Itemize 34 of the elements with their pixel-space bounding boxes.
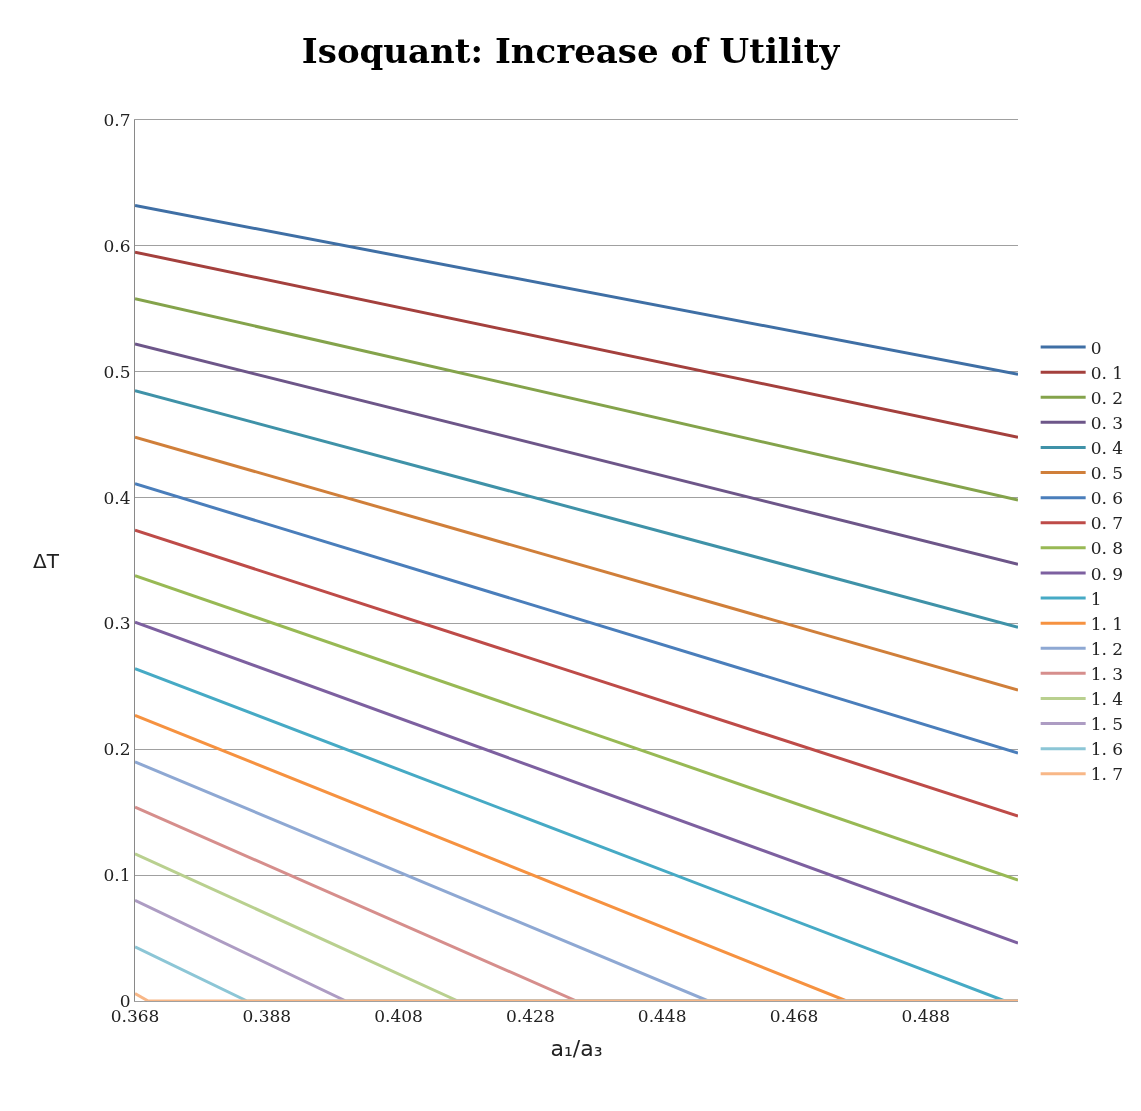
legend-label: 1. 1 bbox=[1090, 613, 1124, 634]
y-tick-label: 0.6 bbox=[103, 235, 131, 256]
legend-label: 0. 1 bbox=[1090, 362, 1124, 383]
x-tick-label: 0.428 bbox=[506, 1006, 555, 1027]
y-tick-label: 0.2 bbox=[103, 739, 131, 760]
x-tick-label: 0.448 bbox=[637, 1006, 687, 1027]
legend-label: 0. 4 bbox=[1090, 438, 1124, 459]
y-tick-label: 0.4 bbox=[103, 487, 131, 508]
legend-label: 1. 6 bbox=[1090, 739, 1124, 760]
y-tick-label: 0.1 bbox=[103, 865, 131, 886]
legend-label: 1. 5 bbox=[1090, 714, 1124, 735]
legend-label: 0. 8 bbox=[1090, 538, 1124, 559]
legend-label: 1. 2 bbox=[1090, 638, 1124, 659]
y-axis-title: ΔT bbox=[33, 549, 60, 573]
chart-title: Isoquant: Increase of Utility bbox=[301, 30, 841, 71]
x-tick-label: 0.388 bbox=[242, 1006, 292, 1027]
legend-label: 0. 2 bbox=[1090, 387, 1124, 408]
legend-label: 1. 4 bbox=[1090, 689, 1124, 710]
legend-label: 0. 5 bbox=[1090, 463, 1124, 484]
x-tick-label: 0.408 bbox=[374, 1006, 423, 1027]
legend-label: 0 bbox=[1090, 337, 1102, 358]
legend-label: 1 bbox=[1090, 588, 1102, 609]
legend-label: 0. 3 bbox=[1090, 412, 1124, 433]
y-tick-label: 0.7 bbox=[103, 109, 131, 130]
legend-label: 0. 9 bbox=[1090, 563, 1124, 584]
x-tick-label: 0.488 bbox=[901, 1006, 951, 1027]
legend-label: 1. 7 bbox=[1090, 764, 1124, 785]
y-tick-label: 0.5 bbox=[103, 361, 131, 382]
legend-label: 0. 7 bbox=[1090, 513, 1124, 534]
legend-label: 1. 3 bbox=[1090, 663, 1124, 684]
y-tick-label: 0.3 bbox=[103, 613, 131, 634]
x-tick-label: 0.468 bbox=[769, 1006, 819, 1027]
x-axis-title: a₁/a₃ bbox=[550, 1036, 603, 1062]
legend-label: 0. 6 bbox=[1090, 488, 1124, 509]
